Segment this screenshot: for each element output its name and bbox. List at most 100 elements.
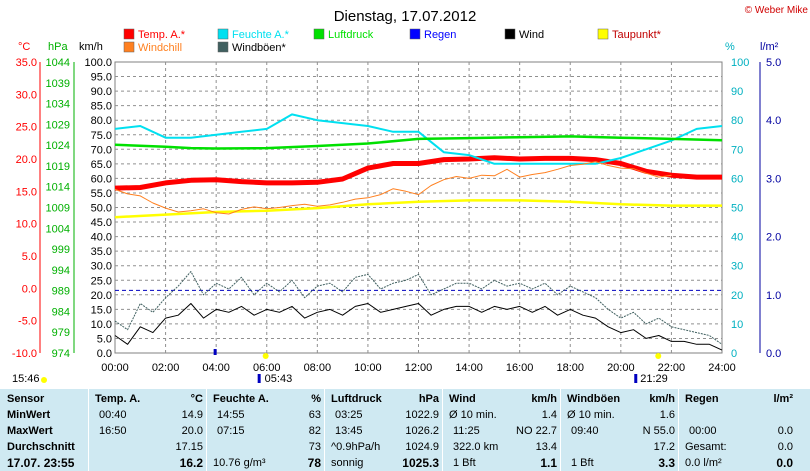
feuchte-avg: 73 [308, 441, 321, 453]
tick-label-kmh: 70.0 [91, 144, 112, 156]
x-tick-label: 18:00 [556, 362, 584, 374]
col-feuchte: Feuchte A.% 14:55 63 07:15 82 73 10.76 g/m… [206, 389, 325, 471]
tick-label-kmh: 5.0 [97, 333, 112, 345]
boeen-header: Windböen [567, 393, 621, 405]
x-tick-label: 20:00 [607, 362, 635, 374]
temp-max: 20.0 [181, 425, 203, 437]
legend-label: Temp. A.* [138, 29, 186, 41]
tick-label-hpa: 1044 [46, 57, 70, 69]
marker-left-time: 15:46 [12, 373, 40, 385]
tick-label-hpa: 1034 [46, 99, 70, 111]
boeen-unit: km/h [649, 393, 675, 405]
axis-label-celsius: °C [18, 41, 30, 53]
tick-label-lm2: 5.0 [766, 57, 781, 69]
temp-current: 16.2 [179, 456, 203, 470]
sunrise-icon [257, 374, 261, 383]
tick-label-percent: 10 [731, 319, 743, 331]
tick-label-hpa: 1024 [46, 140, 70, 152]
legend-swatch [409, 28, 421, 40]
tick-label-kmh: 35.0 [91, 246, 112, 258]
feuchte-abs: 10.76 g/m³ [213, 457, 266, 469]
druck-forecast: sonnig [331, 457, 364, 469]
tick-label-kmh: 55.0 [91, 188, 112, 200]
x-tick-label: 12:00 [405, 362, 433, 374]
druck-max: 1026.2 [405, 425, 439, 437]
wind-current: 1.1 [540, 456, 557, 470]
chart-title: Dienstag, 17.07.2012 [334, 8, 477, 25]
tick-label-celsius: 20.0 [16, 154, 37, 166]
axis-label-lm2: l/m² [760, 41, 779, 53]
x-tick-label: 08:00 [304, 362, 332, 374]
tick-label-kmh: 50.0 [91, 203, 112, 215]
tick-label-kmh: 25.0 [91, 275, 112, 287]
x-tick-label: 04:00 [202, 362, 230, 374]
druck-min-time: 03:25 [335, 409, 363, 421]
tick-label-percent: 90 [731, 86, 743, 98]
tick-label-lm2: 2.0 [766, 232, 781, 244]
temp-unit: °C [190, 393, 203, 405]
tick-label-percent: 100 [731, 57, 749, 69]
temp-min: 14.9 [181, 409, 203, 421]
tick-label-kmh: 100.0 [84, 57, 112, 69]
legend-label: Luftdruck [328, 29, 374, 41]
wind-bft: 1 Bft [453, 457, 476, 469]
druck-header: Luftdruck [331, 393, 382, 405]
temp-header: Temp. A. [95, 393, 141, 405]
x-tick-label: 14:00 [455, 362, 483, 374]
legend-swatch [123, 28, 135, 40]
feuchte-min: 63 [308, 409, 321, 421]
tick-label-hpa: 1019 [46, 161, 70, 173]
tick-label-lm2: 1.0 [766, 290, 781, 302]
legend-label: Windchill [138, 42, 182, 54]
series-line-windchill [114, 161, 672, 215]
tick-label-hpa: 999 [52, 244, 70, 256]
boeen-avg: 17.2 [653, 441, 675, 453]
col-druck: Luftdruck hPa 03:25 1022.9 13:45 1026.2 ^0.… [324, 389, 443, 471]
tick-label-hpa: 979 [52, 327, 70, 339]
axis-labels: °C hPa km/h% l/m² [18, 41, 779, 53]
tick-label-percent: 40 [731, 232, 743, 244]
col-wind: Wind km/h Ø 10 min. 1.4 11:25 NO 22.7 322.0… [442, 389, 561, 471]
tick-label-kmh: 85.0 [91, 101, 112, 113]
tick-label-percent: 70 [731, 144, 743, 156]
feuchte-max-time: 07:15 [217, 425, 245, 437]
series-line-taupunkt [114, 199, 722, 219]
druck-unit: hPa [418, 393, 439, 405]
tick-labels: 35.0 30.0 25.0 20.0 15.0 10.0 5.0 0.0 -5.0 -10.0 1… [12, 57, 781, 374]
legend-swatch [217, 41, 229, 53]
series-line-windben [114, 271, 723, 345]
tick-label-hpa: 974 [52, 348, 70, 360]
tick-label-kmh: 95.0 [91, 72, 112, 84]
tick-label-percent: 80 [731, 115, 743, 127]
tick-label-percent: 0 [731, 348, 737, 360]
legend-swatch [217, 28, 229, 40]
feuchte-min-time: 14:55 [217, 409, 245, 421]
x-tick-label: 06:00 [253, 362, 281, 374]
x-tick-label: 10:00 [354, 362, 382, 374]
temp-min-time: 00:40 [99, 409, 127, 421]
druck-avg: 1024.9 [405, 441, 439, 453]
tick-label-celsius: 35.0 [16, 57, 37, 69]
tick-label-celsius: 15.0 [16, 186, 37, 198]
regen-day: 0.0 l/m² [685, 457, 722, 469]
tick-label-lm2: 4.0 [766, 115, 781, 127]
x-tick-label: 00:00 [101, 362, 129, 374]
druck-trend: ^0.9hPa/h [331, 441, 381, 453]
boeen-min-label: Ø 10 min. [567, 409, 615, 421]
tick-label-celsius: 30.0 [16, 89, 37, 101]
sun-icon [262, 353, 269, 359]
series-line-wind [114, 303, 723, 351]
wind-min: 1.4 [541, 409, 557, 421]
regen-max-time: 00:00 [689, 425, 717, 437]
tick-label-percent: 60 [731, 173, 743, 185]
wind-unit: km/h [531, 393, 557, 405]
tick-label-kmh: 20.0 [91, 290, 112, 302]
sensor-header: Sensor [7, 393, 45, 405]
regen-unit: l/m² [773, 393, 793, 405]
regen-header: Regen [685, 393, 719, 405]
row-max-label: MaxWert [7, 425, 53, 437]
series-line-tempa [114, 155, 722, 191]
tick-label-hpa: 984 [52, 306, 70, 318]
legend-label: Windböen* [232, 42, 287, 54]
axis-label-percent: % [725, 41, 735, 53]
